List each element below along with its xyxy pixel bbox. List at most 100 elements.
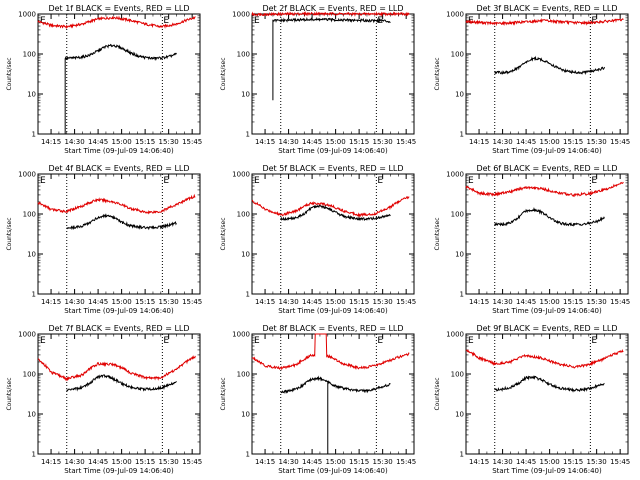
plot-frame — [251, 13, 415, 135]
y-tick-label: 10 — [241, 91, 250, 99]
corner-label-right: E — [377, 176, 383, 186]
y-tick-label: 1000 — [232, 11, 250, 19]
x-tick-label: 15:30 — [587, 298, 607, 306]
y-tick-label: 1000 — [446, 171, 464, 179]
x-tick-label: 14:30 — [278, 298, 298, 306]
y-tick-label: 10 — [455, 251, 464, 259]
y-axis-label: Counts/sec — [6, 57, 13, 90]
panel-det-8: Det 8f BLACK = Events, RED = LLD 1 10 100 10… — [220, 324, 416, 475]
events-series-line — [494, 375, 605, 393]
x-tick-label: 14:45 — [516, 138, 536, 146]
x-tick-label: 15:45 — [610, 138, 630, 146]
x-tick-label: 14:30 — [64, 458, 84, 466]
plot-frame — [37, 173, 201, 295]
x-tick-label: 15:00 — [540, 458, 560, 466]
y-tick-label: 1 — [246, 451, 250, 459]
y-axis-label: Counts/sec — [434, 57, 441, 90]
x-tick-label: 15:45 — [396, 458, 416, 466]
x-tick-label: 15:30 — [159, 458, 179, 466]
plot-frame — [37, 13, 201, 135]
lld-series-line — [37, 355, 196, 382]
panel-title: Det 2f BLACK = Events, RED = LLD — [262, 4, 403, 13]
corner-label-right: E — [163, 336, 169, 346]
corner-label-left: E — [254, 176, 260, 186]
x-tick-label: 15:00 — [326, 458, 346, 466]
x-axis-label: Start Time (09-Jul-09 14:06:40) — [278, 147, 388, 155]
lld-series-line — [37, 15, 196, 30]
corner-label-right: E — [163, 16, 169, 26]
corner-label-left: E — [254, 336, 260, 346]
y-tick-label: 10 — [455, 411, 464, 419]
x-tick-label: 15:00 — [540, 298, 560, 306]
y-tick-label: 100 — [237, 51, 250, 59]
y-tick-label: 1000 — [232, 331, 250, 339]
x-tick-label: 15:30 — [587, 138, 607, 146]
panel-title: Det 4f BLACK = Events, RED = LLD — [48, 164, 189, 173]
x-axis-label: Start Time (09-Jul-09 14:06:40) — [492, 307, 602, 315]
x-tick-label: 14:15 — [469, 458, 489, 466]
x-tick-label: 15:15 — [349, 138, 369, 146]
x-tick-label: 15:45 — [610, 458, 630, 466]
x-tick-label: 14:30 — [492, 298, 512, 306]
corner-label-left: E — [40, 336, 46, 346]
y-tick-label: 100 — [451, 211, 464, 219]
corner-label-left: E — [40, 176, 46, 186]
y-tick-label: 1 — [32, 451, 36, 459]
panel-det-1: Det 1f BLACK = Events, RED = LLD 1 10 100 10… — [6, 4, 202, 155]
x-tick-label: 15:45 — [182, 138, 202, 146]
x-tick-label: 15:15 — [349, 458, 369, 466]
x-tick-label: 14:45 — [302, 138, 322, 146]
x-tick-label: 14:15 — [469, 138, 489, 146]
y-tick-label: 10 — [27, 251, 36, 259]
panel-title: Det 6f BLACK = Events, RED = LLD — [476, 164, 617, 173]
x-tick-label: 15:45 — [182, 458, 202, 466]
corner-label-right: E — [591, 176, 597, 186]
y-tick-label: 100 — [23, 51, 36, 59]
x-tick-label: 15:30 — [587, 458, 607, 466]
lld-series-line — [465, 181, 624, 198]
x-axis-label: Start Time (09-Jul-09 14:06:40) — [278, 467, 388, 475]
x-tick-label: 15:15 — [135, 458, 155, 466]
y-tick-label: 1 — [32, 291, 36, 299]
plot-frame — [465, 333, 629, 455]
x-axis-label: Start Time (09-Jul-09 14:06:40) — [492, 147, 602, 155]
x-tick-label: 14:15 — [41, 298, 61, 306]
y-tick-label: 1000 — [18, 331, 36, 339]
x-tick-label: 14:45 — [88, 138, 108, 146]
x-axis-label: Start Time (09-Jul-09 14:06:40) — [278, 307, 388, 315]
x-tick-label: 15:45 — [610, 298, 630, 306]
corner-label-left: E — [468, 336, 474, 346]
x-tick-label: 15:30 — [373, 298, 393, 306]
plot-frame — [465, 173, 629, 295]
x-tick-label: 15:45 — [182, 298, 202, 306]
y-tick-label: 1 — [460, 131, 464, 139]
y-axis-label: Counts/sec — [220, 377, 227, 410]
y-tick-label: 1000 — [446, 331, 464, 339]
y-tick-label: 10 — [241, 251, 250, 259]
events-series-line — [272, 16, 391, 101]
y-tick-label: 1 — [246, 131, 250, 139]
x-tick-label: 15:15 — [563, 298, 583, 306]
x-axis-label: Start Time (09-Jul-09 14:06:40) — [492, 467, 602, 475]
x-tick-label: 15:00 — [326, 298, 346, 306]
y-tick-label: 10 — [241, 411, 250, 419]
x-axis-label: Start Time (09-Jul-09 14:06:40) — [64, 467, 174, 475]
y-tick-label: 1 — [32, 131, 36, 139]
x-tick-label: 15:00 — [112, 298, 132, 306]
panel-det-6: Det 6f BLACK = Events, RED = LLD 1 10 100 10… — [434, 164, 630, 315]
corner-label-left: E — [40, 16, 46, 26]
y-tick-label: 1000 — [18, 11, 36, 19]
events-series-line — [494, 55, 605, 76]
panel-det-9: Det 9f BLACK = Events, RED = LLD 1 10 100 10… — [434, 324, 630, 475]
x-tick-label: 15:15 — [135, 138, 155, 146]
panel-title: Det 7f BLACK = Events, RED = LLD — [48, 324, 189, 333]
y-tick-label: 1 — [460, 451, 464, 459]
corner-label-left: E — [468, 16, 474, 26]
y-tick-label: 10 — [455, 91, 464, 99]
events-series-line — [494, 207, 605, 227]
x-tick-label: 14:45 — [88, 458, 108, 466]
y-axis-label: Counts/sec — [434, 217, 441, 250]
plot-frame — [37, 333, 201, 455]
y-tick-label: 1 — [246, 291, 250, 299]
